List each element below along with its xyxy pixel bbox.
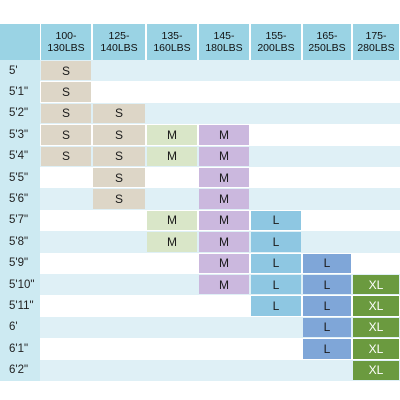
size-cell: S bbox=[93, 103, 145, 124]
size-cell: L bbox=[303, 339, 351, 359]
size-cell: M bbox=[147, 125, 197, 145]
size-cell: S bbox=[93, 146, 145, 166]
size-cell: XL bbox=[353, 296, 399, 316]
height-label: 5' bbox=[0, 60, 40, 82]
weight-header: 175- 280LBS bbox=[353, 24, 399, 60]
size-cell: L bbox=[251, 296, 301, 316]
height-label: 5'8" bbox=[0, 231, 40, 253]
size-cell: XL bbox=[353, 360, 399, 380]
size-cell: S bbox=[93, 125, 145, 145]
weight-header: 135- 160LBS bbox=[147, 24, 197, 60]
size-cell: L bbox=[251, 275, 301, 295]
weight-header: 145- 180LBS bbox=[199, 24, 249, 60]
size-cell: L bbox=[251, 210, 301, 231]
size-cell: XL bbox=[353, 317, 399, 338]
size-cell: M bbox=[199, 232, 249, 252]
height-label: 5'9" bbox=[0, 252, 40, 274]
table-row bbox=[40, 81, 400, 103]
height-label: 6' bbox=[0, 316, 40, 339]
height-label: 5'11" bbox=[0, 295, 40, 317]
header-corner bbox=[0, 24, 40, 60]
size-cell: XL bbox=[353, 275, 399, 295]
size-cell: L bbox=[303, 317, 351, 338]
size-cell: L bbox=[251, 253, 301, 273]
size-cell: M bbox=[147, 146, 197, 166]
table-row bbox=[40, 60, 400, 82]
size-cell: S bbox=[41, 103, 91, 124]
table-row bbox=[40, 359, 400, 381]
size-cell: S bbox=[41, 82, 91, 102]
height-label: 5'1" bbox=[0, 81, 40, 103]
size-cell: S bbox=[93, 189, 145, 209]
size-cell: M bbox=[199, 253, 249, 273]
size-cell: M bbox=[199, 189, 249, 209]
height-label: 6'1" bbox=[0, 338, 40, 360]
size-cell: M bbox=[199, 146, 249, 166]
size-cell: L bbox=[303, 296, 351, 316]
size-cell: XL bbox=[353, 339, 399, 359]
size-cell: M bbox=[199, 275, 249, 295]
size-cell: M bbox=[199, 210, 249, 231]
size-cell: S bbox=[41, 61, 91, 81]
size-cell: S bbox=[93, 168, 145, 188]
size-cell: L bbox=[303, 253, 351, 273]
height-label: 6'2" bbox=[0, 359, 40, 381]
weight-header: 100- 130LBS bbox=[41, 24, 91, 60]
size-cell: S bbox=[41, 125, 91, 145]
size-cell: M bbox=[199, 125, 249, 145]
height-label: 5'10" bbox=[0, 274, 40, 296]
size-cell: S bbox=[41, 146, 91, 166]
size-cell: L bbox=[251, 232, 301, 252]
size-cell: M bbox=[147, 210, 197, 231]
weight-header: 165- 250LBS bbox=[303, 24, 351, 60]
weight-header: 125- 140LBS bbox=[93, 24, 145, 60]
height-label: 5'4" bbox=[0, 145, 40, 167]
height-label: 5'2" bbox=[0, 102, 40, 125]
height-label: 5'7" bbox=[0, 209, 40, 232]
size-cell: M bbox=[147, 232, 197, 252]
weight-header: 155- 200LBS bbox=[251, 24, 301, 60]
height-label: 5'5" bbox=[0, 167, 40, 189]
size-cell: M bbox=[199, 168, 249, 188]
height-label: 5'6" bbox=[0, 188, 40, 210]
size-cell: L bbox=[303, 275, 351, 295]
height-label: 5'3" bbox=[0, 124, 40, 146]
